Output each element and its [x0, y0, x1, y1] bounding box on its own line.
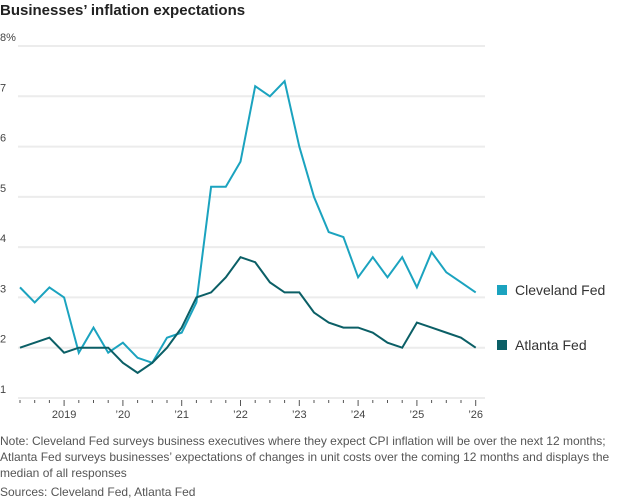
y-tick-label: 8% — [0, 32, 16, 44]
chart-sources: Sources: Cleveland Fed, Atlanta Fed — [0, 485, 196, 499]
legend-label: Atlanta Fed — [515, 337, 587, 353]
y-tick-label: 4 — [0, 233, 6, 245]
chart-note: Note: Cleveland Fed surveys business exe… — [0, 434, 610, 480]
legend-label: Cleveland Fed — [515, 282, 605, 298]
legend-swatch — [497, 285, 507, 295]
y-tick-label: 7 — [0, 82, 6, 94]
x-tick-label: ’23 — [292, 409, 307, 421]
x-tick-label: ’24 — [351, 409, 366, 421]
x-tick-label: 2019 — [52, 409, 76, 421]
x-tick-label: ’21 — [174, 409, 189, 421]
y-tick-label: 3 — [0, 283, 6, 295]
y-tick-label: 6 — [0, 133, 6, 145]
line-chart: 8% 7 6 5 4 3 2 1 2019 ’20 ’21 ’22 ’23 ’24 ’25 ’26 Clevel… — [0, 32, 605, 421]
x-tick-label: ’20 — [116, 409, 131, 421]
x-tick-label: ’26 — [468, 409, 483, 421]
y-tick-label: 5 — [0, 183, 6, 195]
series-line-atlanta-fed — [19, 256, 477, 375]
chart-title: Businesses’ inflation expectations — [0, 2, 246, 19]
x-tick-label: ’25 — [410, 409, 425, 421]
y-tick-label: 2 — [0, 334, 6, 346]
series-line-cleveland-fed — [19, 79, 477, 365]
legend-swatch — [497, 340, 507, 350]
x-tick-label: ’22 — [233, 409, 248, 421]
y-tick-label: 1 — [0, 384, 6, 396]
